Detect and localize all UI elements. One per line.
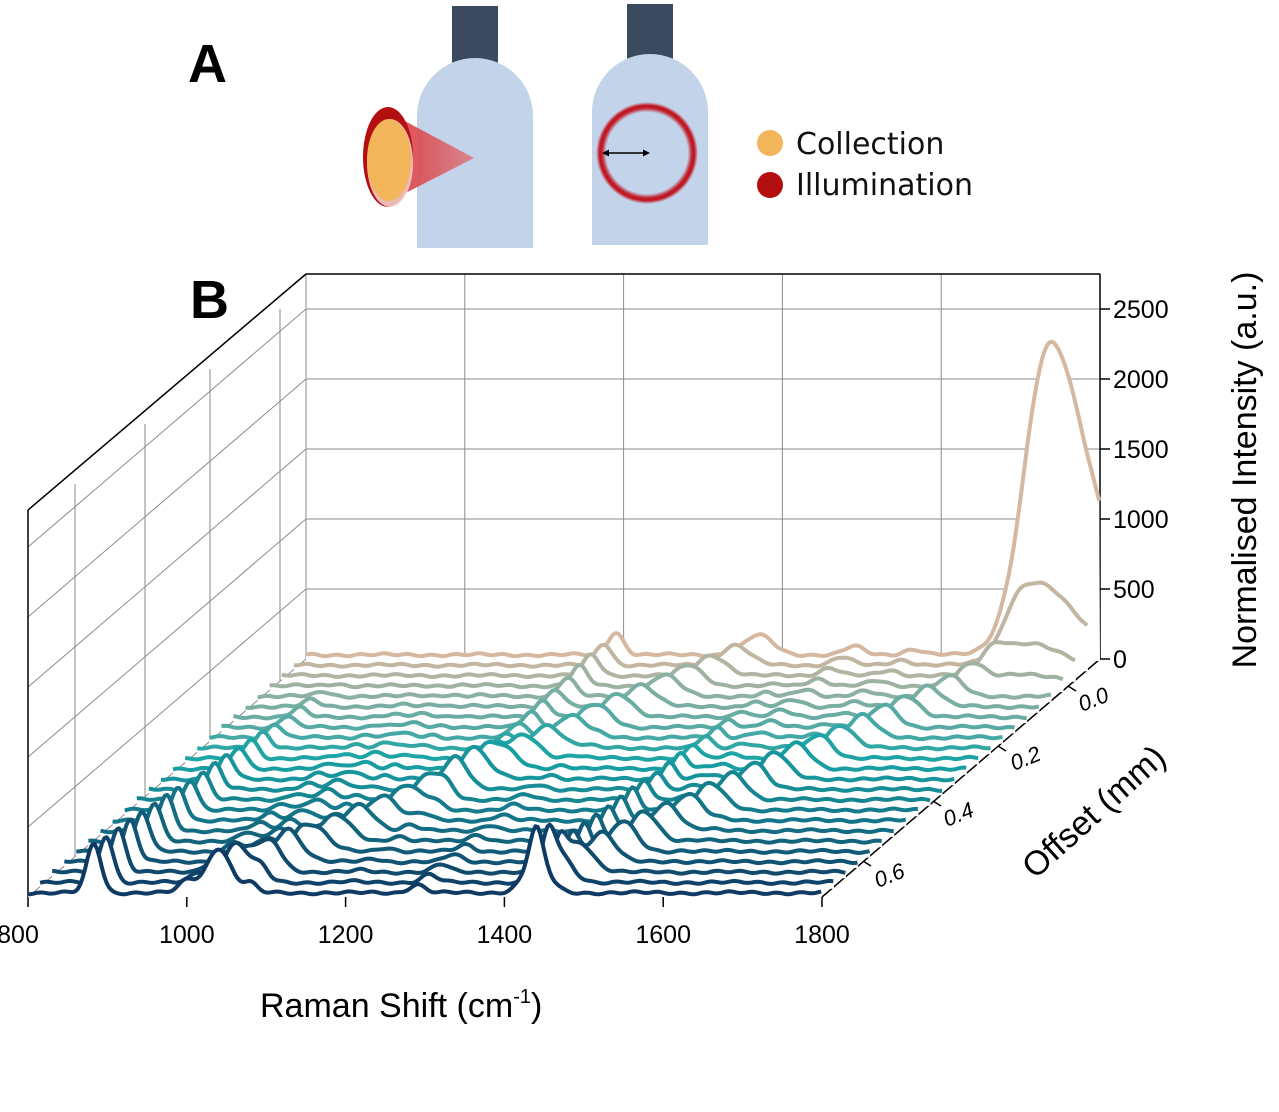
- z-tick-label: 0.0: [1075, 682, 1113, 717]
- panel-b-label: B: [190, 270, 229, 330]
- x-tick-label: 1400: [477, 921, 533, 949]
- spectrum-fill: [40, 824, 835, 889]
- spectrum-fill: [306, 341, 1100, 661]
- collection-lens: [367, 119, 411, 201]
- x-tick-label: 1200: [318, 921, 374, 949]
- y-tick-label: 2500: [1113, 296, 1169, 324]
- side-grid-y: [27, 448, 307, 688]
- spectrum-line: [196, 722, 991, 752]
- spectrum-line: [172, 739, 967, 773]
- y-tick-label: 1500: [1113, 436, 1169, 464]
- vial-right-cap: [627, 4, 673, 62]
- y-tick-label: 1000: [1113, 506, 1169, 534]
- legend-illumination-marker: [757, 172, 783, 198]
- y-tick-label: 500: [1113, 576, 1155, 604]
- y-tick-label: 2000: [1113, 366, 1169, 394]
- z-tick-label: 0.6: [871, 858, 909, 893]
- side-grid-y: [27, 308, 307, 548]
- vial-left-cap: [452, 6, 498, 64]
- legend-collection-label: Collection: [796, 127, 944, 162]
- spectrum-fill: [112, 788, 907, 827]
- x-axis: 800 1000 1200 1400 1600 1800 Raman Shift…: [0, 897, 850, 1025]
- z-tick-label: 0.2: [1007, 741, 1045, 776]
- spectra-series: [27, 339, 1102, 899]
- legend: Collection Illumination: [757, 127, 973, 203]
- spectrum-line: [221, 702, 1016, 731]
- y-axis: 0 500 1000 1500 2000 2500 Normalised Int…: [1100, 272, 1264, 674]
- spectrum-line: [124, 779, 918, 814]
- legend-collection-marker: [757, 130, 783, 156]
- spectrum-fill: [269, 663, 1064, 692]
- vial-right: [592, 4, 708, 245]
- x-tick-label: 1000: [159, 921, 215, 949]
- vial-left-body: [417, 58, 533, 248]
- spectrum-line: [63, 817, 858, 866]
- spectrum-line: [88, 801, 882, 845]
- spectrum-line: [76, 810, 870, 855]
- panel-a-label: A: [188, 34, 227, 94]
- y-tick-label: 0: [1113, 646, 1127, 674]
- spectrum-line: [52, 826, 846, 876]
- spectrum-line: [112, 786, 907, 824]
- x-tick-label: 800: [0, 921, 39, 949]
- spectrum-fill: [136, 772, 931, 806]
- back-wall: [305, 273, 1101, 660]
- spectrum-line: [233, 691, 1027, 721]
- spectrum-line: [160, 744, 955, 783]
- y-axis-title: Normalised Intensity (a.u.): [1226, 272, 1264, 669]
- spectrum-line: [208, 711, 1003, 742]
- spectrum-line: [185, 732, 979, 762]
- x-tick-label: 1600: [635, 921, 691, 949]
- x-axis-title: Raman Shift (cm-1): [260, 986, 542, 1025]
- side-grid-y: [27, 378, 307, 618]
- panel-b: B: [0, 270, 1264, 1025]
- spectrum-fill: [209, 713, 1004, 744]
- legend-illumination-label: Illumination: [796, 168, 973, 203]
- spectrum-line: [27, 824, 822, 897]
- spectrum-line: [100, 792, 894, 835]
- frame-top-left: [27, 273, 307, 511]
- spectrum-line: [148, 754, 943, 793]
- vial-left: [363, 6, 533, 248]
- z-tick-label: 0.4: [940, 797, 978, 832]
- offset-arrow-head-right: [643, 149, 650, 157]
- side-grid-y: [27, 588, 307, 828]
- spectrum-line: [136, 770, 931, 804]
- spectrum-line: [305, 339, 1102, 659]
- spectrum-fill: [28, 826, 822, 899]
- spectrum-line: [39, 822, 834, 886]
- panel-a: A Collection Illumination: [188, 4, 973, 248]
- side-grid-y: [27, 518, 307, 758]
- x-tick-label: 1800: [794, 921, 850, 949]
- offset-arrow-head-left: [602, 149, 609, 157]
